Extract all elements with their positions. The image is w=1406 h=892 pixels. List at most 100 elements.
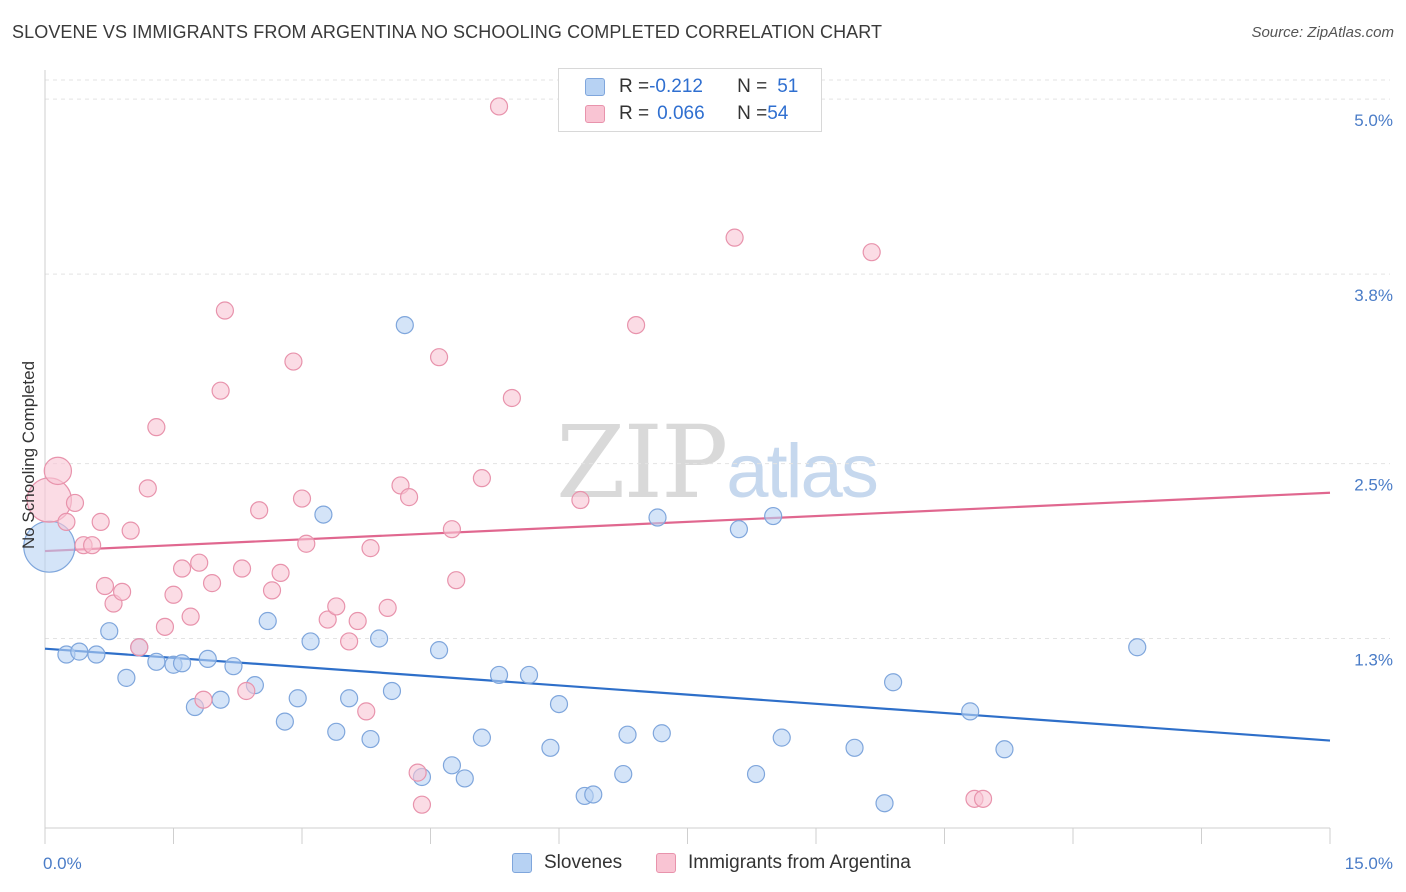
axes — [44, 70, 1331, 844]
point-slovenes — [361, 729, 380, 749]
legend-n-label: N = — [737, 103, 768, 124]
point-slovenes — [519, 665, 539, 685]
point-slovenes — [370, 629, 389, 648]
point-argentina — [442, 520, 462, 539]
data-points — [23, 97, 1147, 814]
point-slovenes — [995, 740, 1014, 759]
point-argentina — [348, 611, 367, 631]
point-slovenes — [584, 785, 603, 804]
point-argentina — [626, 315, 646, 335]
point-argentina — [172, 559, 192, 578]
point-argentina — [502, 388, 521, 408]
point-slovenes — [314, 505, 333, 524]
trend-lines — [44, 491, 1331, 742]
legend-n-value: 51 — [777, 76, 799, 97]
point-argentina — [297, 534, 316, 553]
point-slovenes — [1128, 638, 1147, 657]
point-slovenes — [764, 506, 783, 526]
trend-line-argentina — [44, 491, 1331, 553]
point-argentina — [361, 539, 380, 558]
point-argentina — [65, 493, 85, 513]
point-slovenes — [275, 712, 294, 731]
point-slovenes — [87, 645, 106, 664]
point-slovenes — [172, 654, 192, 673]
legend-r-label: R = — [619, 103, 650, 124]
point-argentina — [447, 571, 466, 590]
point-argentina — [429, 348, 449, 367]
point-slovenes — [442, 756, 462, 775]
point-argentina — [147, 418, 166, 437]
point-argentina — [215, 301, 234, 320]
point-argentina — [292, 489, 312, 508]
point-slovenes — [648, 508, 667, 527]
legend-r-value: 0.066 — [657, 103, 705, 124]
y-tick-label: 2.5% — [1354, 476, 1393, 495]
point-slovenes — [327, 722, 346, 741]
point-slovenes — [652, 724, 671, 743]
point-slovenes — [70, 642, 89, 661]
legend-swatch-slovenes — [585, 78, 605, 96]
y-axis-title: No Schooling Completed — [19, 361, 38, 549]
point-argentina — [284, 352, 303, 371]
point-argentina — [43, 456, 73, 486]
x-tick-label: 15.0% — [1345, 854, 1393, 873]
point-argentina — [130, 638, 149, 657]
point-argentina — [271, 563, 290, 583]
point-slovenes — [729, 520, 749, 539]
point-argentina — [112, 582, 132, 601]
point-argentina — [378, 598, 397, 617]
series-legend: Slovenes Immigrants from Argentina — [0, 852, 1406, 878]
point-slovenes — [395, 315, 414, 335]
point-slovenes — [883, 673, 903, 692]
source-credit: Source: ZipAtlas.com — [1251, 24, 1394, 41]
point-slovenes — [541, 738, 560, 757]
point-argentina — [489, 97, 509, 116]
point-slovenes — [614, 764, 633, 784]
point-argentina — [571, 490, 590, 510]
y-tick-label: 1.3% — [1354, 651, 1393, 670]
point-argentina — [83, 536, 102, 555]
point-slovenes — [961, 702, 980, 721]
point-slovenes — [340, 689, 359, 708]
point-slovenes — [117, 668, 136, 687]
point-argentina — [190, 553, 209, 572]
point-argentina — [138, 479, 157, 498]
point-argentina — [327, 597, 346, 616]
series-legend-label: Slovenes — [544, 852, 623, 873]
legend-r-value: -0.212 — [649, 76, 703, 97]
point-argentina — [194, 690, 213, 709]
point-slovenes — [100, 622, 119, 641]
point-argentina — [121, 521, 140, 540]
point-slovenes — [224, 657, 243, 676]
legend-row-argentina: R = 0.066 N = 54 — [585, 102, 788, 126]
point-slovenes — [618, 725, 637, 744]
point-argentina — [211, 381, 230, 400]
y-tick-label: 3.8% — [1354, 286, 1393, 305]
point-argentina — [725, 228, 744, 247]
point-slovenes — [147, 652, 166, 671]
point-slovenes — [301, 632, 320, 651]
point-argentina — [91, 512, 110, 531]
point-slovenes — [489, 665, 509, 685]
legend-row-slovenes: R = -0.212 N = 51 — [585, 75, 798, 99]
point-argentina — [237, 681, 256, 701]
trend-line-slovenes — [44, 647, 1331, 742]
point-argentina — [181, 607, 200, 626]
point-slovenes — [845, 738, 864, 757]
point-slovenes — [875, 794, 894, 813]
series-legend-swatch-slovenes — [512, 853, 532, 873]
point-argentina — [862, 243, 881, 262]
point-argentina — [357, 702, 376, 721]
series-legend-argentina: Immigrants from Argentina — [656, 852, 911, 874]
point-argentina — [399, 488, 419, 507]
point-slovenes — [429, 641, 449, 660]
point-slovenes — [288, 689, 307, 708]
point-slovenes — [382, 681, 402, 701]
point-argentina — [164, 585, 183, 604]
point-slovenes — [211, 690, 230, 709]
series-legend-slovenes: Slovenes — [512, 852, 622, 874]
y-tick-label: 5.0% — [1354, 111, 1393, 130]
legend-n-value: 54 — [767, 103, 789, 124]
point-argentina — [95, 576, 115, 596]
point-argentina — [250, 501, 269, 520]
